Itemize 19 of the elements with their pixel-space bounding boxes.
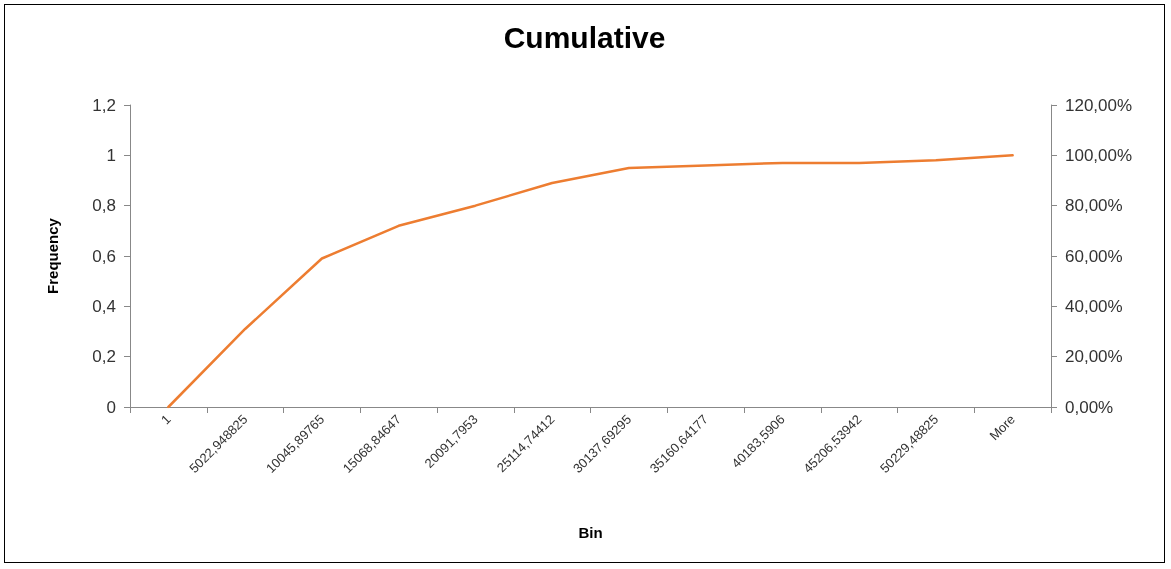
- y2-tick-label: 100,00%: [1065, 145, 1133, 165]
- y-tick-label: 1,2: [92, 95, 116, 115]
- y-tick-label: 0,2: [92, 347, 116, 367]
- y-tick-label: 0,8: [92, 196, 116, 216]
- y2-tick-label: 60,00%: [1065, 246, 1123, 266]
- y-axis-title: Frequency: [44, 217, 61, 294]
- y-tick-label: 0,6: [92, 246, 116, 266]
- y-tick-label: 1: [106, 145, 116, 165]
- x-axis-title: Bin: [578, 524, 603, 541]
- y2-tick-label: 0,00%: [1065, 397, 1114, 417]
- y2-tick-label: 80,00%: [1065, 196, 1123, 216]
- chart-title: Cumulative: [503, 20, 666, 54]
- y2-tick-label: 120,00%: [1065, 95, 1133, 115]
- y2-tick-label: 40,00%: [1065, 296, 1123, 316]
- x-tick-label: 1: [157, 411, 174, 428]
- line-series: [167, 154, 1014, 409]
- y-tick-label: 0,4: [92, 296, 116, 316]
- y-tick-label: 0: [106, 397, 116, 417]
- y2-tick-label: 20,00%: [1065, 347, 1123, 367]
